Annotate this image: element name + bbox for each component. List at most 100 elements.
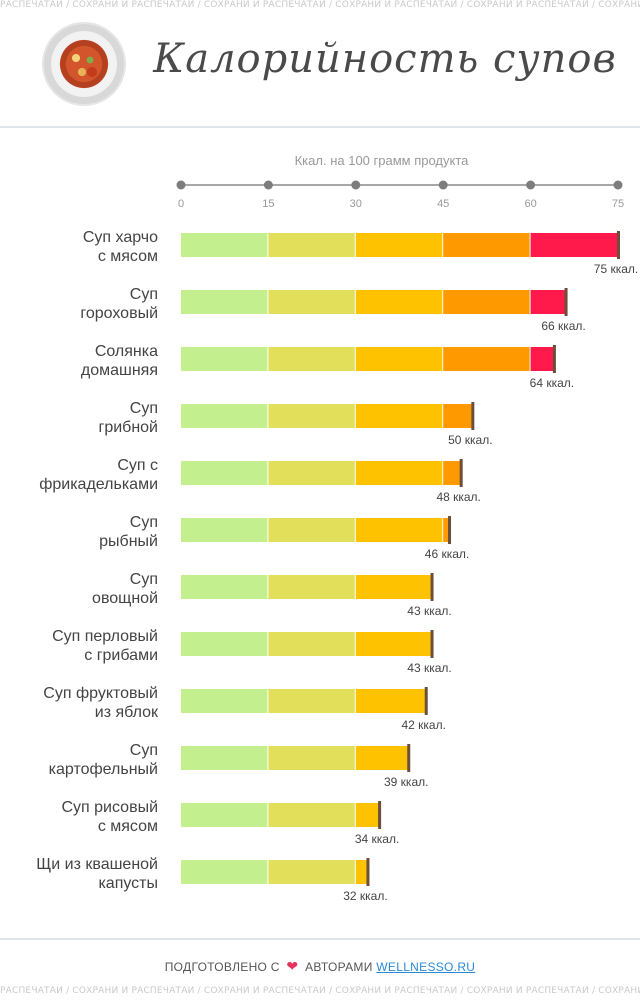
bar-segment [355, 746, 409, 770]
bar-value-label: 66 ккал. [541, 319, 585, 333]
bar-value-label: 48 ккал. [436, 490, 480, 504]
category-label: Суп рисовый [61, 799, 158, 816]
axis-tick-dot [526, 180, 536, 190]
website-link[interactable]: WELLNESSO.RU [376, 960, 476, 974]
category-label: из яблок [95, 704, 159, 721]
axis-tick-label: 0 [178, 198, 184, 210]
bar-end-cap [424, 687, 428, 715]
soup-bowl-image [42, 22, 126, 106]
bar-segment [530, 347, 554, 371]
bar-segment [355, 632, 432, 656]
bar-value-label: 34 ккал. [355, 832, 399, 846]
divider-bottom [0, 938, 640, 940]
axis-tick-label: 15 [262, 198, 274, 210]
bar-segment [268, 233, 355, 257]
bar-segment [181, 746, 268, 770]
bar-segment [443, 290, 530, 314]
bar-segment [443, 233, 530, 257]
category-label: фрикадельками [39, 476, 158, 493]
category-label: Суп фруктовый [43, 685, 158, 702]
category-label: Суп [130, 571, 158, 588]
bar-segment [355, 689, 426, 713]
bar-segment [355, 461, 443, 485]
category-label: Щи из квашеной [36, 856, 158, 873]
bar-segment [355, 518, 443, 542]
watermark-bottom: РАСПЕЧАТАЙ / СОХРАНИ И РАСПЕЧАТАЙ / СОХР… [0, 986, 640, 996]
calorie-bar-chart: Ккал. на 100 грамм продукта 0 15 30 45 60 75 Су… [36, 153, 638, 903]
category-label: картофельный [49, 761, 158, 778]
axis-tick-label: 60 [524, 198, 536, 210]
bar-end-cap [471, 402, 475, 430]
bar-segment [268, 746, 355, 770]
category-label: с мясом [98, 248, 158, 265]
bar-value-label: 64 ккал. [530, 376, 574, 390]
bar-segment [181, 860, 268, 884]
footer: ПОДГОТОВЛЕНО С ❤ АВТОРАМИ WELLNESSO.RU [0, 958, 640, 975]
bar-segment [181, 518, 268, 542]
category-label: рыбный [99, 533, 158, 550]
bar-value-label: 75 ккал. [594, 262, 638, 276]
bar-segment [268, 347, 355, 371]
bar-end-cap [430, 573, 434, 601]
category-label: Суп с [117, 457, 158, 474]
divider-top [0, 126, 640, 128]
category-label: капусты [98, 875, 158, 892]
bar-segment [268, 290, 355, 314]
category-label: домашняя [81, 362, 158, 379]
bar-end-cap [430, 630, 434, 658]
bar-value-label: 43 ккал. [407, 661, 451, 675]
bar-value-label: 46 ккал. [425, 547, 469, 561]
category-label: гороховый [80, 305, 158, 322]
bar-end-cap [564, 288, 568, 316]
bar-end-cap [407, 744, 411, 772]
category-label: Суп харчо [83, 229, 158, 246]
bar-value-label: 32 ккал. [343, 889, 387, 903]
bar-segment [181, 347, 268, 371]
bar-segment [181, 290, 268, 314]
bar-segment [181, 233, 268, 257]
axis-tick-dot [263, 180, 273, 190]
category-label: Суп [130, 286, 158, 303]
axis-tick-dot [176, 180, 186, 190]
category-label: грибной [98, 419, 158, 436]
bar-segment [355, 233, 443, 257]
category-label: Суп [130, 400, 158, 417]
axis-tick-label: 75 [612, 198, 624, 210]
footer-prefix: ПОДГОТОВЛЕНО С [164, 960, 280, 974]
bar-value-label: 42 ккал. [401, 718, 445, 732]
bar-value-label: 39 ккал. [384, 775, 428, 789]
bar-segment [181, 803, 268, 827]
bar-segment [181, 632, 268, 656]
category-label: с мясом [98, 818, 158, 835]
axis-tick-label: 30 [350, 198, 362, 210]
bar-end-cap [448, 516, 452, 544]
bar-segment [530, 290, 566, 314]
header: Калорийность супов [0, 14, 640, 126]
bar-end-cap [552, 345, 556, 373]
watermark-top: РАСПЕЧАТАЙ / СОХРАНИ И РАСПЕЧАТАЙ / СОХР… [0, 0, 640, 10]
bar-end-cap [459, 459, 463, 487]
bar-segment [181, 689, 268, 713]
bar-segment [268, 860, 355, 884]
bar-segment [268, 404, 355, 428]
bar-end-cap [366, 858, 370, 886]
heart-icon: ❤ [286, 958, 299, 974]
bar-segment [443, 347, 530, 371]
category-label: Суп перловый [52, 628, 158, 645]
bar-segment [355, 347, 443, 371]
bar-segment [443, 404, 473, 428]
bar-segment [355, 803, 380, 827]
axis-tick-dot [438, 180, 448, 190]
axis-title: Ккал. на 100 грамм продукта [295, 153, 470, 168]
bar-segment [181, 404, 268, 428]
bar-segment [268, 803, 355, 827]
bar-segment [181, 461, 268, 485]
bar-end-cap [617, 231, 620, 259]
bar-segment [355, 575, 432, 599]
category-label: Суп [130, 514, 158, 531]
bar-end-cap [378, 801, 382, 829]
category-label: с грибами [84, 647, 158, 664]
bar-segment [355, 404, 443, 428]
bar-value-label: 43 ккал. [407, 604, 451, 618]
axis-tick-label: 45 [437, 198, 449, 210]
